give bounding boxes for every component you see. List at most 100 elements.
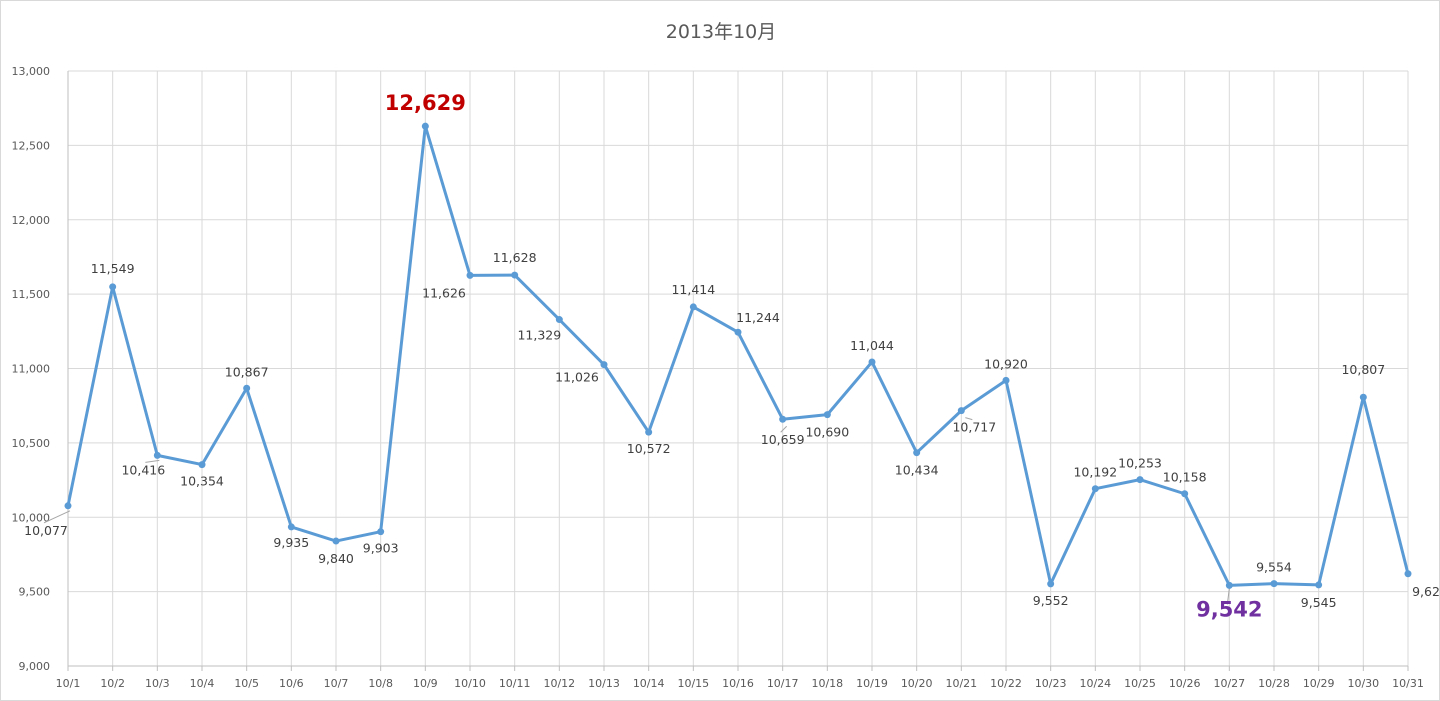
data-label: 10,416 <box>121 462 165 477</box>
data-point <box>913 449 921 457</box>
data-point <box>377 528 385 536</box>
x-tick-label: 10/3 <box>145 677 170 690</box>
data-point <box>689 303 697 311</box>
x-tick-label: 10/7 <box>324 677 349 690</box>
data-label: 11,549 <box>91 261 135 276</box>
x-tick-label: 10/21 <box>945 677 977 690</box>
data-label: 10,192 <box>1073 465 1117 480</box>
data-point <box>1315 581 1323 589</box>
data-label: 10,659 <box>761 432 805 447</box>
x-tick-label: 10/6 <box>279 677 304 690</box>
data-label: 9,552 <box>1033 593 1069 608</box>
data-point <box>243 384 251 392</box>
x-tick-label: 10/14 <box>633 677 665 690</box>
x-tick-label: 10/31 <box>1392 677 1424 690</box>
x-tick-label: 10/5 <box>234 677 259 690</box>
data-point <box>823 411 831 419</box>
data-point <box>1091 485 1099 493</box>
data-label: 10,434 <box>895 463 939 478</box>
data-point <box>198 461 206 469</box>
leader-line <box>145 459 160 463</box>
y-tick-label: 13,000 <box>12 65 51 78</box>
x-tick-label: 10/26 <box>1169 677 1201 690</box>
data-label: 10,717 <box>952 420 996 435</box>
x-tick-label: 10/10 <box>454 677 486 690</box>
max-data-label: 12,629 <box>385 91 466 115</box>
x-tick-label: 10/24 <box>1079 677 1111 690</box>
leader-line <box>965 417 973 421</box>
data-label: 9,620 <box>1412 584 1440 599</box>
data-point <box>511 271 519 279</box>
y-tick-label: 9,000 <box>19 660 51 673</box>
y-tick-label: 10,000 <box>12 511 51 524</box>
leader-line <box>1226 588 1230 605</box>
x-tick-label: 10/25 <box>1124 677 1156 690</box>
x-tick-label: 10/2 <box>100 677 125 690</box>
data-label: 10,807 <box>1341 362 1385 377</box>
data-point <box>957 407 965 415</box>
data-point <box>153 451 161 459</box>
leader-lines <box>43 417 1230 605</box>
data-points <box>64 122 1412 589</box>
x-tick-label: 10/19 <box>856 677 888 690</box>
data-point <box>1359 393 1367 401</box>
y-tick-label: 11,000 <box>12 363 51 376</box>
data-point <box>779 415 787 423</box>
x-tick-label: 10/16 <box>722 677 754 690</box>
data-label: 10,077 <box>24 523 68 538</box>
data-point <box>555 316 563 324</box>
data-point <box>1136 476 1144 484</box>
y-tick-label: 9,500 <box>19 586 51 599</box>
data-label: 10,158 <box>1163 470 1207 485</box>
min-data-label: 9,542 <box>1196 597 1262 621</box>
data-label: 11,244 <box>736 310 780 325</box>
data-point <box>600 361 608 369</box>
x-axis: 10/1 10/2 10/3 10/4 10/5 10/6 10/7 10/8 10/9 10/1… <box>56 665 1424 690</box>
data-label: 10,253 <box>1118 456 1162 471</box>
x-tick-label: 10/8 <box>368 677 393 690</box>
x-tick-label: 10/13 <box>588 677 620 690</box>
x-tick-label: 10/15 <box>677 677 709 690</box>
y-tick-label: 12,500 <box>12 139 51 152</box>
x-tick-label: 10/18 <box>811 677 843 690</box>
data-label: 9,554 <box>1256 560 1292 575</box>
x-tick-label: 10/27 <box>1213 677 1245 690</box>
data-label: 9,545 <box>1301 595 1337 610</box>
grid-lines <box>67 70 1409 667</box>
x-tick-label: 10/9 <box>413 677 438 690</box>
data-label: 9,840 <box>318 551 354 566</box>
data-label: 10,867 <box>225 364 269 379</box>
data-label: 11,329 <box>517 328 561 343</box>
x-tick-label: 10/23 <box>1035 677 1067 690</box>
y-tick-label: 11,500 <box>12 288 51 301</box>
x-tick-label: 10/1 <box>56 677 81 690</box>
data-point <box>1002 376 1010 384</box>
data-label: 11,414 <box>671 282 715 297</box>
data-point <box>287 523 295 531</box>
x-tick-label: 10/28 <box>1258 677 1290 690</box>
data-point <box>1404 570 1412 578</box>
data-label: 10,572 <box>627 441 671 456</box>
data-label: 10,354 <box>180 474 224 489</box>
data-point <box>645 428 653 436</box>
x-tick-label: 10/20 <box>901 677 933 690</box>
data-label: 9,935 <box>273 535 309 550</box>
data-label: 9,903 <box>363 541 399 556</box>
y-axis: 9,000 9,500 10,000 10,500 11,000 11,500 12,000… <box>12 65 69 673</box>
data-labels: 10,077 11,549 10,416 10,354 10,867 9,935 9,840… <box>24 91 1440 621</box>
data-point <box>1181 490 1189 498</box>
data-point <box>64 502 72 510</box>
data-label: 11,044 <box>850 338 894 353</box>
data-point <box>1270 580 1278 588</box>
data-point <box>109 283 117 291</box>
data-label: 11,026 <box>555 370 599 385</box>
x-tick-label: 10/12 <box>543 677 575 690</box>
x-tick-label: 10/11 <box>499 677 531 690</box>
y-tick-label: 10,500 <box>12 437 51 450</box>
data-point <box>734 328 742 336</box>
data-point <box>1047 580 1055 588</box>
x-tick-label: 10/30 <box>1347 677 1379 690</box>
x-tick-label: 10/17 <box>767 677 799 690</box>
leader-line <box>780 425 788 433</box>
